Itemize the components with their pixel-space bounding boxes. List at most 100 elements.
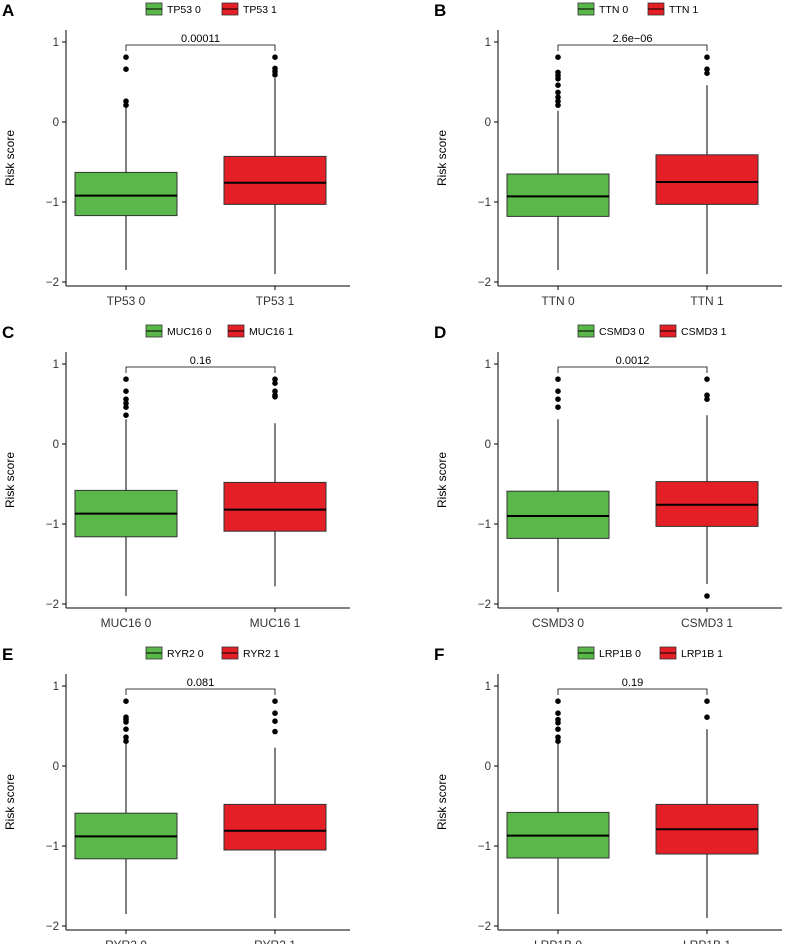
box-0	[506, 376, 610, 592]
y-tick-label: −2	[46, 277, 59, 289]
legend-label-1: RYR2 1	[243, 648, 280, 660]
outlier-point	[123, 54, 129, 60]
significance-bracket	[557, 688, 708, 695]
box-1	[223, 376, 327, 587]
y-tick-label: −2	[478, 599, 491, 611]
x-tick-label: CSMD3 0	[532, 616, 584, 630]
y-tick-label: −1	[478, 841, 491, 853]
y-tick-label: −2	[46, 921, 59, 933]
x-tick-label: MUC16 1	[250, 616, 301, 630]
box-body	[506, 173, 610, 217]
outlier-point	[123, 396, 129, 402]
legend: RYR2 0 RYR2 1	[145, 646, 280, 660]
legend: TP53 0 TP53 1	[145, 2, 277, 16]
outlier-point	[555, 710, 561, 716]
box-body	[223, 481, 327, 532]
p-value-label: 0.081	[187, 677, 215, 689]
legend-label-0: MUC16 0	[167, 326, 212, 338]
outlier-point	[123, 698, 129, 704]
legend-label-1: CSMD3 1	[681, 326, 727, 338]
outlier-point	[272, 394, 278, 400]
outlier-point	[704, 70, 710, 76]
outlier-point	[555, 76, 561, 82]
y-tick-label: 0	[53, 439, 59, 451]
legend-label-1: MUC16 1	[249, 326, 294, 338]
p-value-label: 0.16	[190, 355, 211, 367]
outlier-point	[555, 726, 561, 732]
outlier-point	[555, 396, 561, 402]
x-tick-label: LRP1B 0	[534, 938, 582, 944]
y-tick-label: 1	[53, 359, 59, 371]
panel-b: B TTN 0 TTN 1 −2 −1 0 1 Risk score TTN 0 TTN 1 2.6…	[434, 1, 782, 308]
outlier-point	[123, 726, 129, 732]
outlier-point	[704, 698, 710, 704]
outlier-point	[123, 719, 129, 725]
box-1	[223, 54, 327, 274]
significance-bracket	[557, 366, 708, 373]
outlier-point	[123, 412, 129, 418]
y-tick-label: 1	[53, 37, 59, 49]
box-0	[506, 698, 610, 914]
significance-bracket	[125, 44, 276, 51]
outlier-point	[272, 72, 278, 78]
box-body	[655, 154, 759, 205]
legend: TTN 0 TTN 1	[577, 2, 698, 16]
y-tick-label: 0	[485, 439, 491, 451]
outlier-point	[123, 400, 129, 406]
outlier-point	[555, 82, 561, 88]
p-value-label: 0.19	[622, 677, 643, 689]
y-tick-label: 1	[53, 681, 59, 693]
outlier-point	[555, 102, 561, 108]
outlier-point	[555, 94, 561, 100]
y-tick-label: −2	[478, 921, 491, 933]
y-axis-title: Risk score	[3, 774, 17, 830]
outlier-point	[272, 710, 278, 716]
y-tick-label: 1	[485, 681, 491, 693]
box-1	[223, 698, 327, 918]
outlier-point	[555, 698, 561, 704]
box-body	[223, 803, 327, 851]
outlier-point	[555, 738, 561, 744]
legend-label-0: TTN 0	[599, 4, 628, 16]
outlier-point	[555, 98, 561, 104]
y-tick-label: 0	[53, 117, 59, 129]
y-tick-label: −1	[46, 197, 59, 209]
significance-bracket	[557, 44, 708, 51]
p-value-label: 2.6e−06	[612, 33, 652, 45]
y-axis-title: Risk score	[435, 774, 449, 830]
outlier-point	[704, 593, 710, 599]
outlier-point	[123, 66, 129, 72]
legend-label-1: LRP1B 1	[681, 648, 723, 660]
outlier-point	[704, 66, 710, 72]
p-value-label: 0.00011	[181, 33, 220, 45]
outlier-point	[555, 54, 561, 60]
outlier-point	[272, 388, 278, 394]
box-body	[506, 490, 610, 539]
outlier-point	[555, 388, 561, 394]
x-tick-label: TTN 0	[541, 294, 575, 308]
y-axis-title: Risk score	[3, 130, 17, 186]
outlier-point	[704, 714, 710, 720]
y-tick-label: −2	[478, 277, 491, 289]
outlier-point	[555, 89, 561, 96]
outlier-point	[272, 718, 278, 724]
box-1	[655, 376, 759, 599]
legend: CSMD3 0 CSMD3 1	[577, 324, 727, 338]
outlier-point	[704, 376, 710, 382]
outlier-point	[123, 388, 129, 394]
p-value-label: 0.0012	[616, 355, 650, 367]
x-tick-label: TP53 1	[256, 294, 295, 308]
outlier-point	[272, 380, 278, 386]
legend-label-0: TP53 0	[167, 4, 201, 16]
y-tick-label: −1	[46, 519, 59, 531]
y-axis-title: Risk score	[3, 452, 17, 508]
outlier-point	[704, 396, 710, 402]
y-tick-label: 1	[485, 359, 491, 371]
panel-letter: C	[2, 323, 14, 342]
y-tick-label: −2	[46, 599, 59, 611]
outlier-point	[123, 102, 129, 108]
box-0	[74, 698, 178, 914]
